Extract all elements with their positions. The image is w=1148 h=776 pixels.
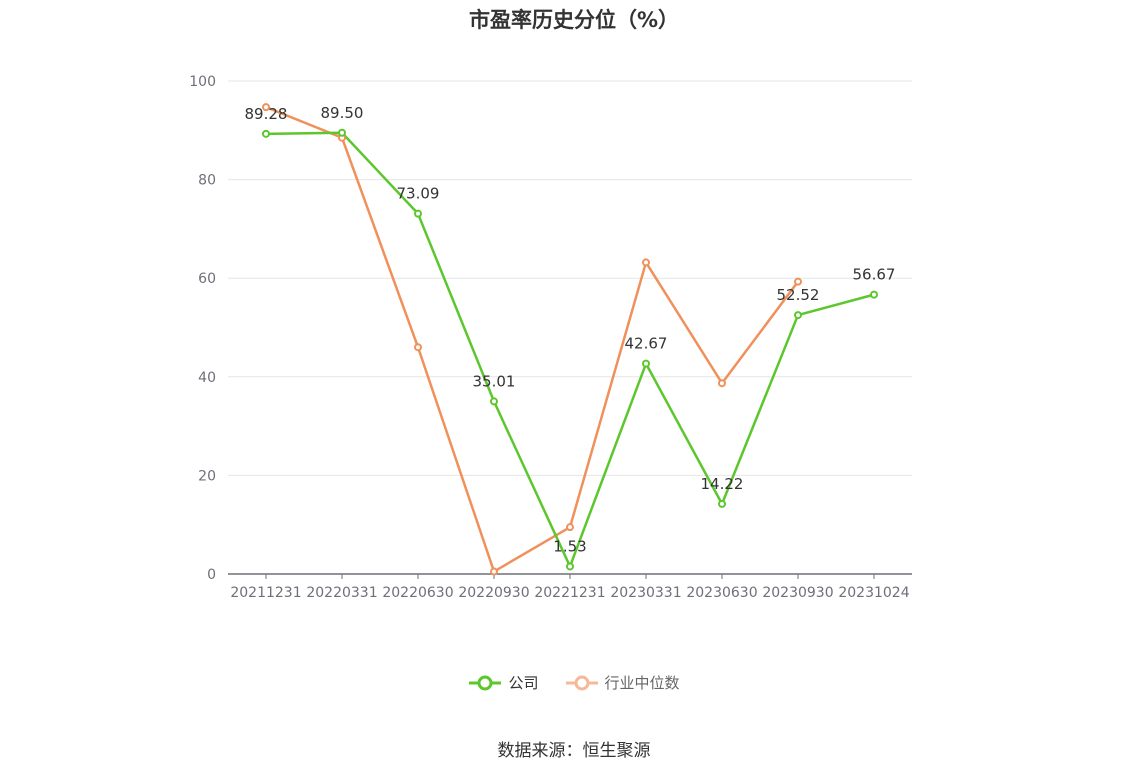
- axes: 0 20 40 60 80 100 20211231 20220331 20220630 2022…: [189, 74, 912, 601]
- data-point-industry[interactable]: [490, 567, 498, 576]
- y-tick-label: 100: [189, 74, 216, 90]
- legend-label-industry: 行业中位数: [604, 674, 680, 692]
- legend: 公司 行业中位数: [0, 672, 1148, 693]
- x-tick-label: 20220630: [382, 585, 453, 601]
- y-tick-label: 60: [198, 271, 216, 287]
- data-point-company[interactable]: [718, 499, 726, 508]
- y-tick-label: 20: [198, 468, 216, 484]
- x-tick-label: 20230930: [762, 585, 833, 601]
- data-point-company[interactable]: [262, 129, 270, 138]
- data-point-industry[interactable]: [718, 379, 726, 388]
- y-tick-label: 0: [207, 567, 216, 583]
- y-tick-label: 80: [198, 173, 216, 189]
- data-point-industry[interactable]: [794, 277, 802, 286]
- x-tick-label: 20211231: [230, 585, 301, 601]
- data-point-company[interactable]: [642, 359, 650, 368]
- data-label-company: 42.67: [625, 335, 668, 353]
- data-label-company: 14.22: [701, 475, 744, 493]
- data-point-industry[interactable]: [262, 103, 270, 112]
- data-point-company[interactable]: [566, 562, 574, 571]
- data-point-company[interactable]: [490, 397, 498, 406]
- series-line-company: [265, 131, 875, 568]
- data-label-company: 89.50: [321, 104, 364, 122]
- data-point-company[interactable]: [414, 209, 422, 218]
- x-tick-label: 20230331: [610, 585, 681, 601]
- data-point-company[interactable]: [338, 128, 346, 137]
- data-label-company: 73.09: [397, 185, 440, 203]
- legend-company-marker-icon: [469, 675, 502, 690]
- series-lines: [265, 105, 875, 573]
- data-label-company: 52.52: [777, 286, 820, 304]
- series-line-industry: [265, 105, 800, 573]
- series-points: [262, 103, 878, 576]
- y-tick-label: 40: [198, 370, 216, 386]
- data-source: 数据来源：恒生聚源: [497, 741, 651, 761]
- x-tick-label: 20221231: [534, 585, 605, 601]
- data-point-company[interactable]: [794, 311, 802, 320]
- legend-label-company: 公司: [508, 674, 539, 692]
- grid-lines: [228, 80, 912, 476]
- data-label-company: 35.01: [473, 372, 516, 390]
- data-point-industry[interactable]: [566, 523, 574, 532]
- data-point-industry[interactable]: [414, 343, 422, 352]
- data-label-company: 1.53: [553, 537, 586, 555]
- x-tick-label: 20220331: [306, 585, 377, 601]
- legend-item-company[interactable]: 公司: [468, 672, 539, 693]
- data-labels: 89.28 89.50 73.09 35.01 1.53 42.67 14.22 52.52 5…: [245, 104, 896, 556]
- legend-industry-marker-icon: [565, 675, 598, 690]
- x-tick-label: 20220930: [458, 585, 529, 601]
- x-tick-label: 20230630: [686, 585, 757, 601]
- legend-item-industry[interactable]: 行业中位数: [565, 672, 680, 693]
- data-point-company[interactable]: [870, 290, 878, 299]
- chart-title: 市盈率历史分位（%）: [468, 8, 680, 32]
- data-point-industry[interactable]: [642, 258, 650, 267]
- data-label-company: 56.67: [853, 266, 896, 284]
- data-label-company: 89.28: [245, 105, 288, 123]
- x-tick-label: 20231024: [838, 585, 909, 601]
